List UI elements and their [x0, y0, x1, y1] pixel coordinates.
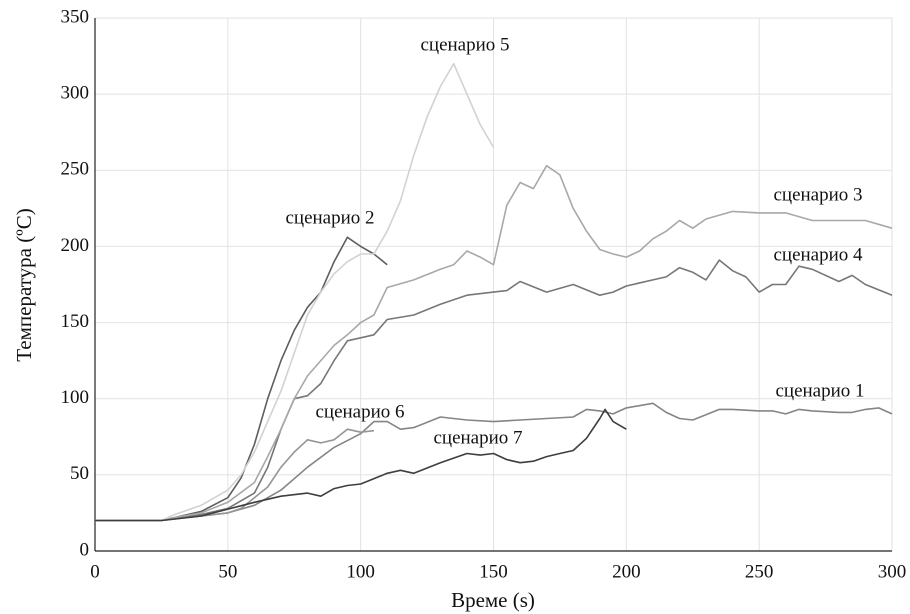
y-tick-label: 350: [61, 6, 90, 27]
series-label: сценарио 5: [420, 34, 509, 55]
y-tick-label: 300: [61, 83, 90, 104]
y-tick-label: 0: [80, 539, 90, 560]
y-tick-label: 150: [61, 311, 90, 332]
series-label: сценарио 6: [315, 401, 404, 422]
y-tick-label: 200: [61, 235, 90, 256]
x-axis-label: Време (s): [451, 588, 535, 612]
series-label: сценарио 4: [773, 244, 863, 265]
y-tick-label: 100: [61, 387, 90, 408]
x-tick-label: 300: [878, 561, 907, 582]
series-label: сценарио 1: [775, 380, 864, 401]
series-label: сценарио 7: [433, 427, 522, 448]
series-line: [95, 164, 893, 522]
x-tick-label: 100: [346, 561, 375, 582]
y-axis-label: Температура (ºC): [12, 208, 36, 361]
series-label: сценарио 2: [285, 207, 374, 228]
series-label: сценарио 3: [773, 184, 862, 205]
x-tick-label: 0: [90, 561, 100, 582]
y-tick-label: 250: [61, 159, 90, 180]
x-tick-label: 250: [745, 561, 774, 582]
series-line: [95, 408, 627, 522]
x-tick-label: 50: [218, 561, 237, 582]
series-line: [95, 62, 495, 522]
x-tick-label: 150: [479, 561, 508, 582]
x-tick-label: 200: [612, 561, 641, 582]
series-line: [95, 236, 388, 522]
y-tick-label: 50: [70, 463, 89, 484]
